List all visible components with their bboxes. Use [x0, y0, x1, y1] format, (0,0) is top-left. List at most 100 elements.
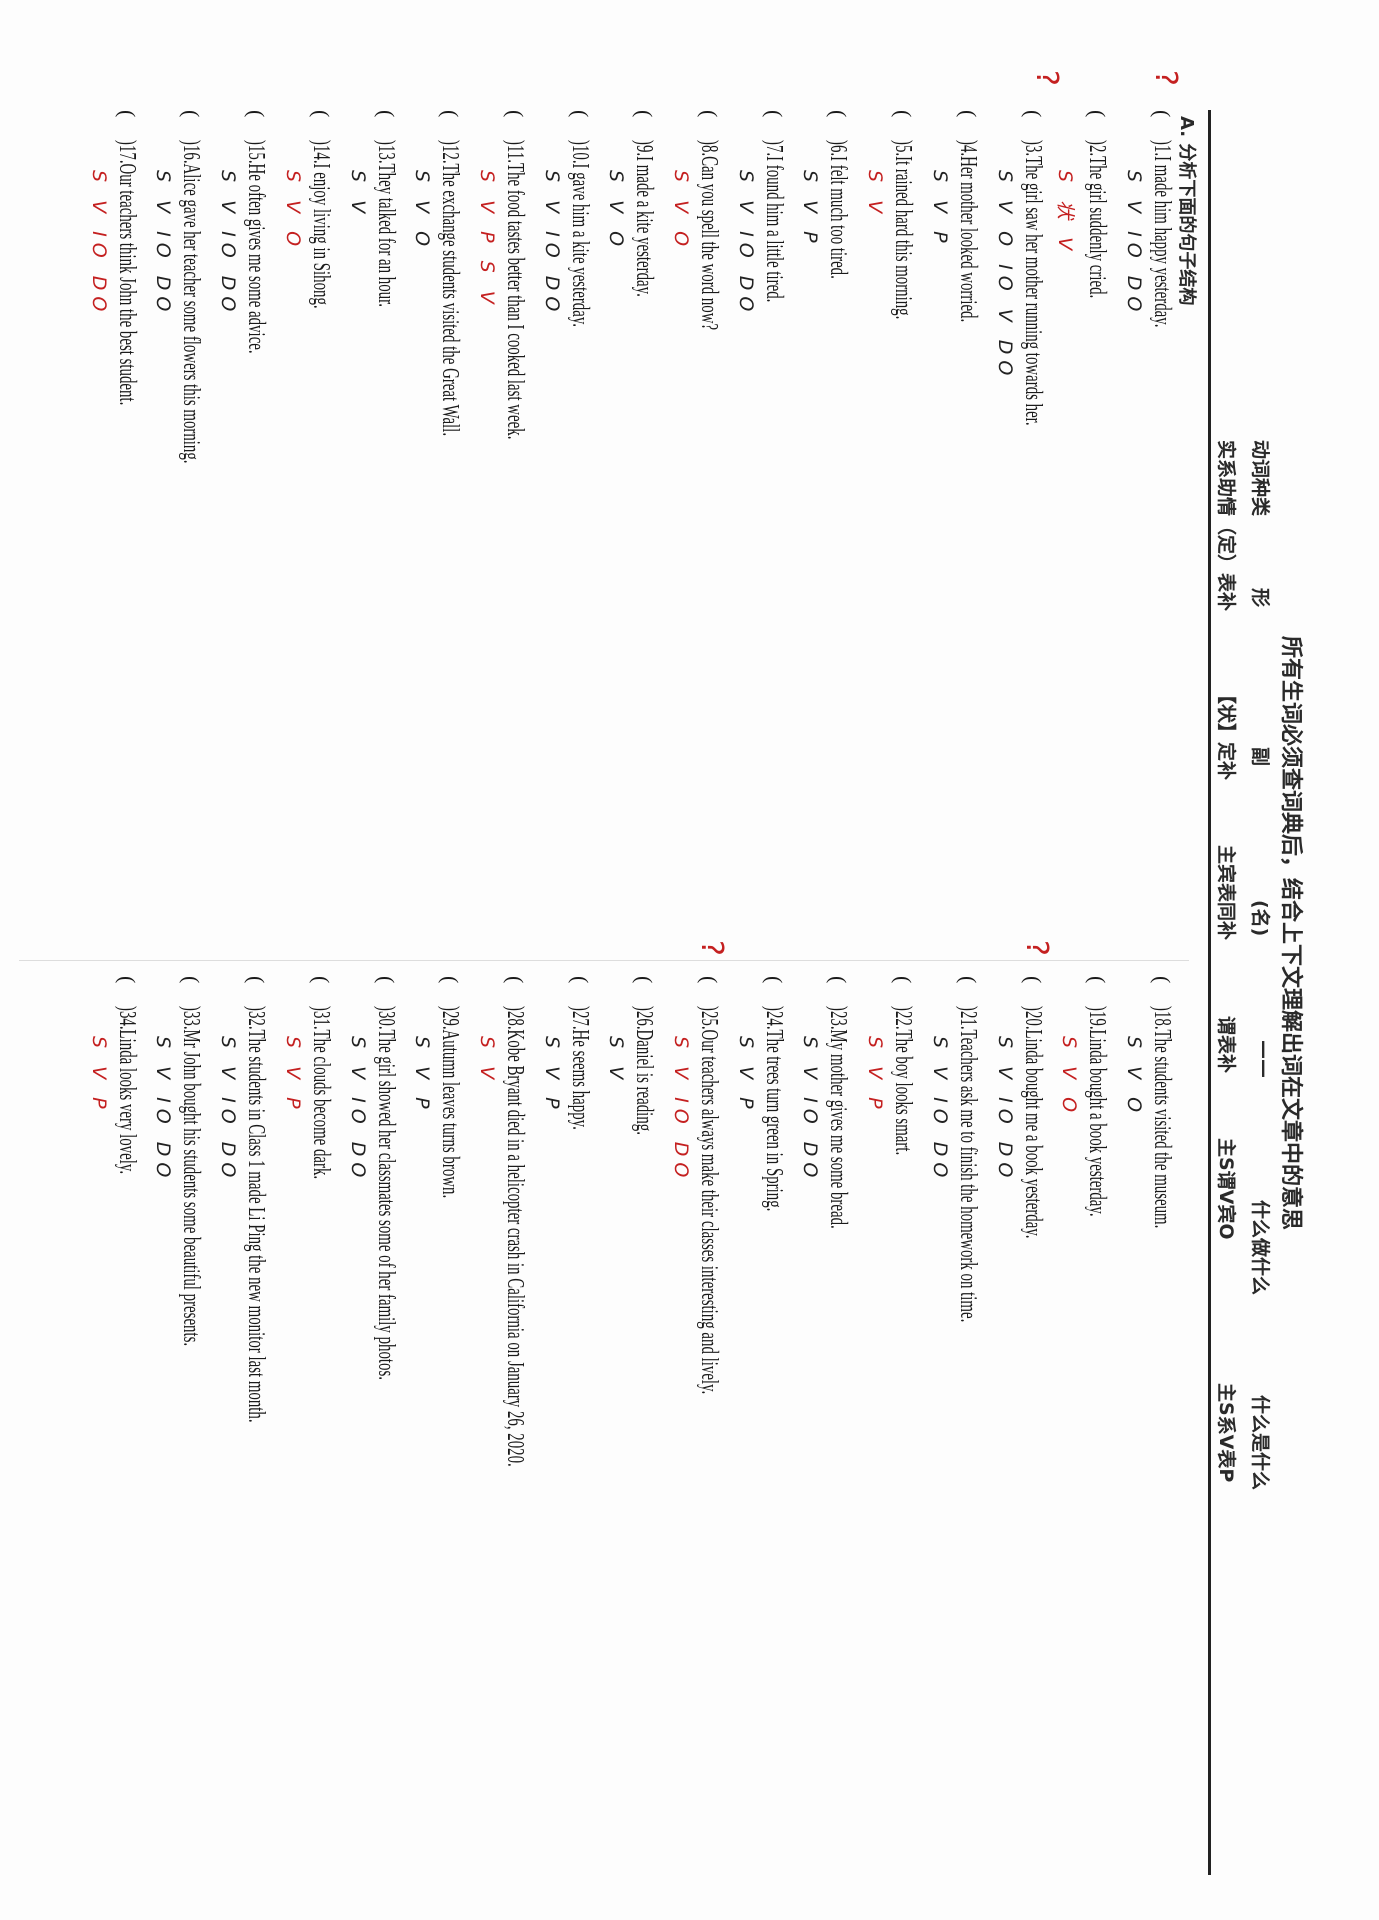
question-sentence: )3.The girl saw her mother running towar…: [1019, 140, 1046, 426]
question-sentence: )13.They talked for an hour.: [372, 140, 399, 307]
answer-blank[interactable]: (: [438, 110, 464, 118]
answer-blank[interactable]: (: [632, 110, 658, 118]
answer-blank[interactable]: (: [308, 110, 334, 118]
header-adjective: 形: [1249, 588, 1271, 608]
answer-blank[interactable]: (: [1085, 110, 1111, 118]
question-sentence: )30.The girl showed her classmates some …: [372, 1006, 399, 1380]
question-sentence: )25.Our teachers always make their class…: [696, 1006, 723, 1395]
header-svo-desc: 什么做什么: [1249, 1200, 1271, 1296]
answer-blank[interactable]: (: [761, 976, 787, 984]
answer-blank[interactable]: (: [1085, 976, 1111, 984]
header-verb-list: 实系助情（定）表补: [1215, 440, 1237, 612]
header-svo: 主S谓V宾O: [1215, 1138, 1237, 1240]
handwritten-annotation: S V P: [864, 1036, 887, 1115]
handwritten-annotation: S V O: [1058, 1036, 1081, 1119]
question-sentence: )10.I gave him a kite yesterday.: [566, 140, 593, 328]
answer-blank[interactable]: (: [373, 110, 399, 118]
handwritten-annotation: S V P: [799, 170, 822, 249]
answer-blank[interactable]: (: [697, 976, 723, 984]
handwritten-annotation: S V IO DO: [540, 170, 563, 318]
handwritten-annotation: S V: [864, 170, 887, 220]
answer-blank[interactable]: (: [891, 976, 917, 984]
question-sentence: )12.The exchange students visited the Gr…: [437, 140, 464, 437]
answer-blank[interactable]: (: [891, 110, 917, 118]
answer-blank[interactable]: (: [1020, 976, 1046, 984]
question-sentence: )31.The clouds become dark.: [307, 1006, 334, 1180]
answer-blank[interactable]: (: [114, 110, 140, 118]
handwritten-annotation: S V IO DO: [928, 1036, 951, 1184]
answer-blank[interactable]: (: [503, 110, 528, 118]
answer-blank[interactable]: (: [955, 110, 981, 118]
handwritten-annotation: S V IO DO: [799, 1036, 822, 1184]
question-sentence: )15.He often gives me some advice.: [243, 140, 270, 354]
question-sentence: )24.The trees turn green in Spring.: [760, 1006, 787, 1212]
handwritten-annotation: S V O: [670, 170, 693, 253]
question-sentence: )33.Mr John bought his students some bea…: [178, 1006, 205, 1347]
answer-blank[interactable]: (: [1020, 110, 1046, 118]
header-noun: (名): [1249, 900, 1271, 937]
question-mark-annotation: ?: [1029, 70, 1064, 86]
handwritten-annotation: S V IO DO: [1123, 170, 1145, 318]
answer-blank[interactable]: (: [697, 110, 723, 118]
question-mark-annotation: ?: [694, 940, 729, 956]
section-label: A. 分析下面的句子结构: [1176, 116, 1197, 306]
question-sentence: )11.The food tastes better than I cooked…: [502, 140, 528, 440]
handwritten-annotation: S V: [346, 170, 369, 220]
handwritten-annotation: S V O: [281, 170, 304, 253]
handwritten-annotation: S V P: [734, 1036, 757, 1115]
handwritten-annotation: S V P: [540, 1036, 563, 1115]
question-mark-annotation: ?: [1148, 70, 1183, 86]
question-sentence: )27.He seems happy.: [566, 1006, 593, 1130]
question-sentence: )9.I made a kite yesterday.: [631, 140, 658, 297]
handwritten-annotation: S V: [476, 1036, 498, 1086]
question-sentence: )1.I made him happy yesterday.: [1149, 140, 1175, 328]
header-adverbial: 【状】定补: [1215, 685, 1237, 781]
question-sentence: )19.Linda bought a book yesterday.: [1084, 1006, 1111, 1217]
handwritten-annotation: S 状 V: [1054, 170, 1077, 257]
answer-blank[interactable]: (: [373, 976, 399, 984]
question-sentence: )28.Kobe Bryant died in a helicopter cra…: [502, 1006, 528, 1467]
handwritten-annotation: S V P: [87, 1036, 110, 1115]
answer-blank[interactable]: (: [179, 976, 205, 984]
question-sentence: )2.The girl suddenly cried.: [1084, 140, 1111, 299]
question-sentence: )34.Linda looks very lovely.: [113, 1006, 140, 1175]
answer-blank[interactable]: (: [955, 976, 981, 984]
question-sentence: )21.Teachers ask me to finish the homewo…: [954, 1006, 981, 1323]
header-rule: [1208, 110, 1211, 1875]
handwritten-annotation: S V IO DO: [217, 1036, 240, 1184]
answer-blank[interactable]: (: [114, 976, 140, 984]
answer-blank[interactable]: (: [1150, 110, 1175, 118]
question-sentence: )18.The students visited the museum.: [1149, 1006, 1175, 1229]
answer-blank[interactable]: (: [567, 110, 593, 118]
answer-blank[interactable]: (: [179, 110, 205, 118]
answer-blank[interactable]: (: [438, 976, 464, 984]
header-verb-types: 动词种类: [1249, 440, 1271, 517]
question-sentence: )29.Autumn leaves turns brown.: [437, 1006, 464, 1199]
header-adverb: 副: [1249, 747, 1271, 767]
header-noun-roles: 主宾表同补: [1215, 845, 1237, 941]
handwritten-annotation: S V O: [411, 170, 434, 253]
question-sentence: )32.The students in Class 1 made Li Ping…: [243, 1006, 270, 1423]
answer-blank[interactable]: (: [1150, 976, 1175, 984]
question-sentence: )22.The boy looks smart.: [890, 1006, 917, 1156]
answer-blank[interactable]: (: [567, 976, 593, 984]
answer-blank[interactable]: (: [826, 110, 852, 118]
answer-blank[interactable]: (: [503, 976, 528, 984]
handwritten-annotation: S V IO DO: [670, 1036, 693, 1184]
question-sentence: )4.Her mother looked worried.: [954, 140, 981, 323]
handwritten-annotation: S V IO DO: [217, 170, 240, 318]
answer-blank[interactable]: (: [244, 110, 270, 118]
answer-blank[interactable]: (: [308, 976, 334, 984]
handwritten-annotation: S V IO DO: [152, 1036, 175, 1184]
handwritten-annotation: S V IO DO: [993, 1036, 1016, 1184]
answer-blank[interactable]: (: [244, 976, 270, 984]
question-sentence: )7.I found him a little tired.: [760, 140, 787, 303]
question-sentence: )16.Alice gave her teacher some flowers …: [178, 140, 205, 464]
header-dash: ——: [1253, 1040, 1275, 1078]
handwritten-annotation: S V O: [1123, 1036, 1145, 1119]
handwritten-annotation: S V P: [928, 170, 951, 249]
answer-blank[interactable]: (: [826, 976, 852, 984]
answer-blank[interactable]: (: [632, 976, 658, 984]
answer-blank[interactable]: (: [761, 110, 787, 118]
